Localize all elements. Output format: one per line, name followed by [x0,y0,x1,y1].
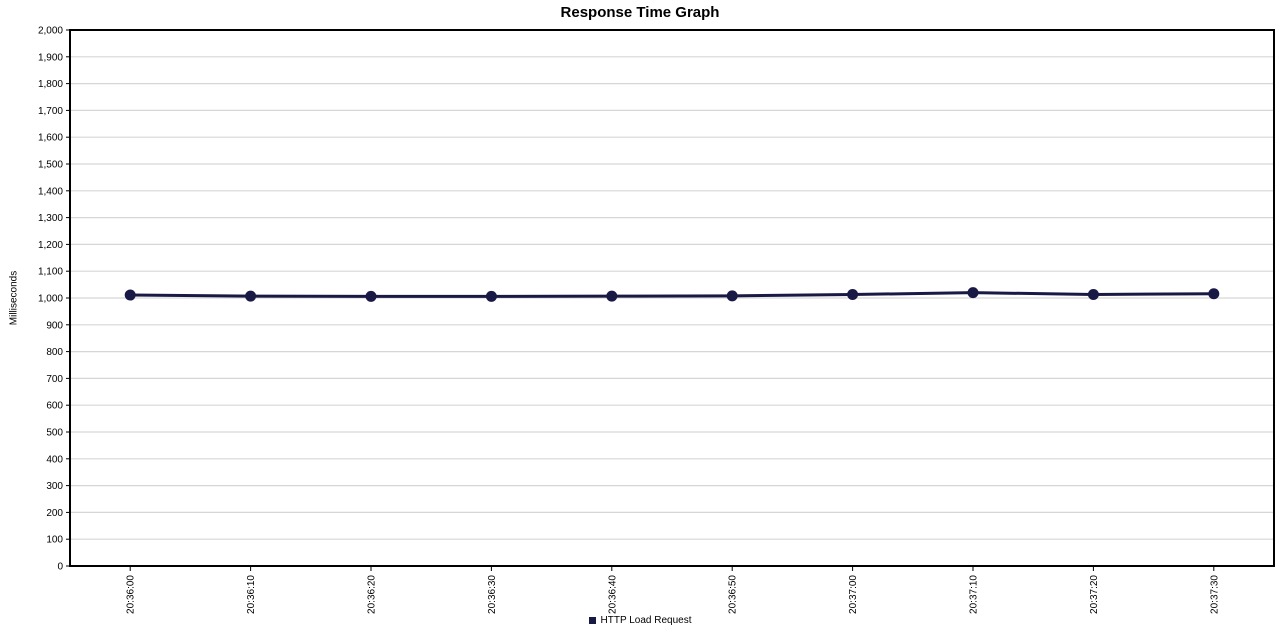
x-tick-label: 20:36:10 [246,575,257,614]
x-tick-label: 20:37:10 [969,575,980,614]
x-tick-label: 20:36:20 [367,575,378,614]
y-tick-label: 400 [46,454,63,465]
x-tick-label: 20:36:50 [728,575,739,614]
y-tick-label: 500 [46,428,63,439]
data-point [485,290,497,302]
x-tick-label: 20:37:30 [1209,575,1220,614]
y-tick-label: 300 [46,481,63,492]
y-tick-label: 800 [46,347,63,358]
y-tick-label: 600 [46,401,63,412]
y-tick-label: 1,600 [38,133,63,144]
y-tick-label: 1,000 [38,294,63,305]
x-tick-label: 20:36:40 [607,575,618,614]
x-tick-label: 20:37:00 [848,575,859,614]
y-tick-label: 1,800 [38,79,63,90]
data-point [967,287,979,299]
y-tick-label: 1,300 [38,213,63,224]
x-tick-label: 20:37:20 [1089,575,1100,614]
y-tick-label: 100 [46,535,63,546]
y-axis-label: Milliseconds [8,270,20,326]
y-tick-label: 2,000 [38,26,63,37]
data-point [365,290,377,302]
chart-title: Response Time Graph [560,4,720,21]
data-point [1087,289,1099,301]
data-point [606,290,618,302]
x-tick-label: 20:36:00 [126,575,137,614]
legend-series-label: HTTP Load Request [600,615,692,626]
y-tick-label: 1,100 [38,267,63,278]
data-point [245,290,257,302]
y-tick-label: 1,700 [38,106,63,117]
data-point [124,289,136,301]
x-tick-label: 20:36:30 [487,575,498,614]
y-tick-label: 200 [46,508,63,519]
legend: HTTP Load Request [0,615,1280,626]
y-tick-label: 1,900 [38,52,63,63]
y-tick-label: 1,500 [38,160,63,171]
y-tick-label: 1,400 [38,186,63,197]
series-line [128,291,1216,298]
data-point [847,289,859,301]
y-tick-label: 700 [46,374,63,385]
data-point [1208,288,1220,300]
y-tick-label: 0 [57,562,63,573]
data-point [726,290,738,302]
legend-series-swatch [588,617,596,624]
y-tick-label: 900 [46,320,63,331]
y-tick-label: 1,200 [38,240,63,251]
